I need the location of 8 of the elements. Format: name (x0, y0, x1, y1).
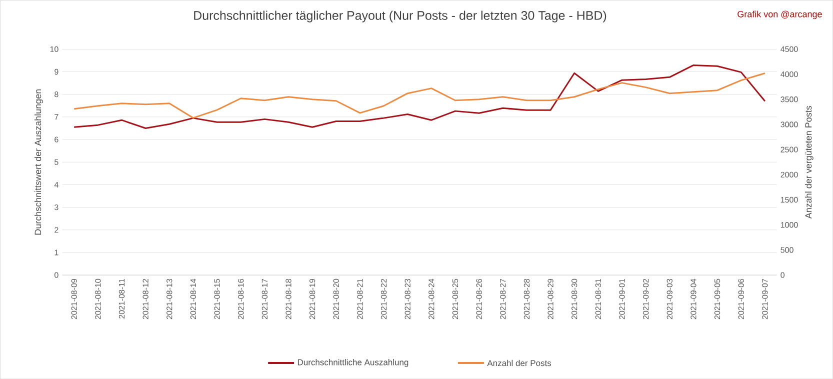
text: Grafik von @arcange (738, 10, 822, 20)
y-axis-title: Durchschnittswert der Auszahlungen (34, 89, 43, 235)
y2-axis-title: Anzahl der vergüteten Posts (805, 106, 814, 219)
legend-label: Durchschnittliche Auszahlung (298, 358, 408, 367)
chart-title: Durchschnittlicher täglicher Payout (Nur Posts - der letzten 30 Tage - HBD) (194, 10, 606, 22)
legend-label: Anzahl der Posts (487, 360, 552, 366)
line-series (73, 64, 766, 129)
line-series (73, 72, 766, 119)
